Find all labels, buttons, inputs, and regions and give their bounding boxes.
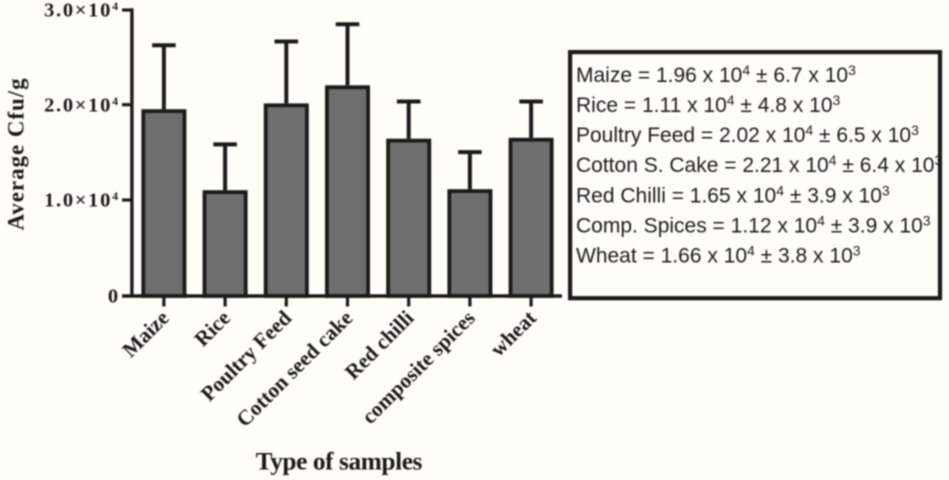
svg-text:Average Cfu/g: Average Cfu/g (4, 77, 29, 230)
svg-text:Red Chilli = 1.65 x 104 ± 3.9: Red Chilli = 1.65 x 104 ± 3.9 x 103 (576, 182, 890, 207)
svg-text:0: 0 (108, 286, 120, 308)
svg-text:Rice = 1.11 x 104 ± 4.8 x 103: Rice = 1.11 x 104 ± 4.8 x 103 (576, 92, 841, 117)
svg-text:Wheat = 1.66 x 104 ± 3.8 x 103: Wheat = 1.66 x 104 ± 3.8 x 103 (576, 242, 861, 267)
svg-text:Comp. Spices = 1.12 x 104 ± 3.: Comp. Spices = 1.12 x 104 ± 3.9 x 103 (576, 212, 931, 237)
svg-text:3.0×104: 3.0×104 (44, 0, 120, 22)
svg-text:1.0×104: 1.0×104 (44, 189, 120, 212)
svg-text:2.0×104: 2.0×104 (44, 94, 120, 117)
svg-text:Poultry Feed = 2.02 x 104 ± 6.: Poultry Feed = 2.02 x 104 ± 6.5 x 103 (576, 122, 919, 147)
svg-text:Type of samples: Type of samples (256, 447, 423, 475)
svg-text:Maize = 1.96 x 104 ± 6.7 x 103: Maize = 1.96 x 104 ± 6.7 x 103 (576, 62, 856, 87)
svg-text:Cotton S. Cake = 2.21 x 104 ±: Cotton S. Cake = 2.21 x 104 ± 6.4 x 103 (576, 152, 942, 177)
